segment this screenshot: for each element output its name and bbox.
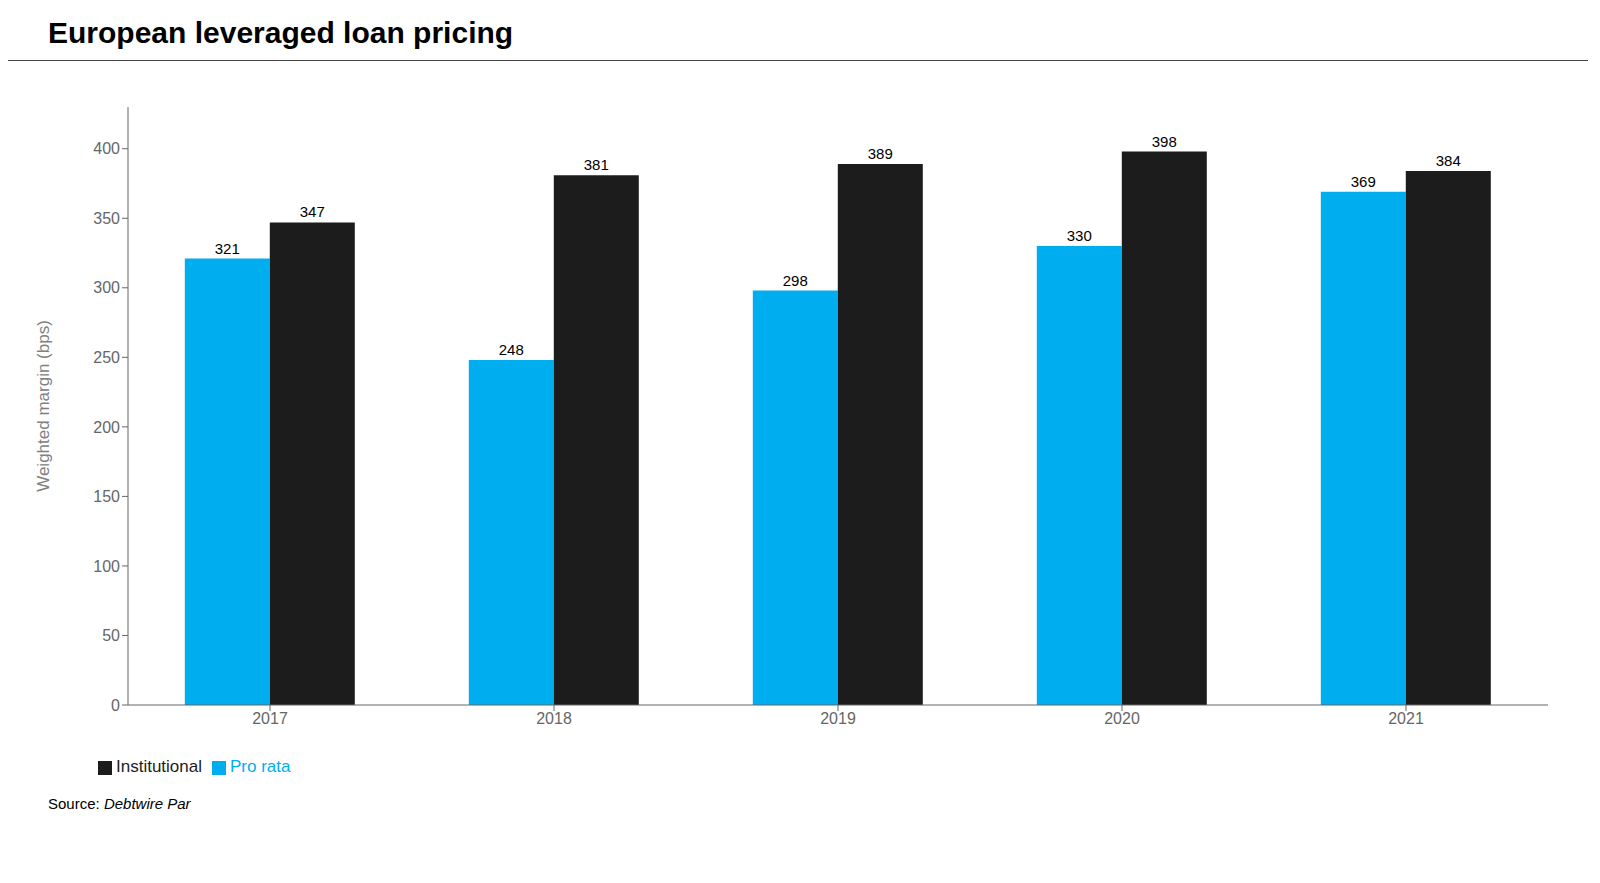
svg-text:250: 250 [93,349,120,366]
svg-text:400: 400 [93,140,120,157]
svg-text:321: 321 [215,240,240,257]
svg-text:398: 398 [1152,133,1177,150]
svg-text:350: 350 [93,210,120,227]
svg-text:369: 369 [1351,173,1376,190]
svg-text:150: 150 [93,488,120,505]
svg-text:347: 347 [300,203,325,220]
svg-text:300: 300 [93,279,120,296]
svg-text:50: 50 [102,627,120,644]
svg-text:100: 100 [93,558,120,575]
html-text:Pro rata: Pro rata [230,757,291,776]
html-text:European leveraged loan pricin: European leveraged loan pricing [48,16,514,49]
svg-text:248: 248 [499,341,524,358]
svg-text:330: 330 [1067,227,1092,244]
svg-text:2019: 2019 [820,710,856,727]
svg-text:2017: 2017 [252,710,288,727]
html-text:Source: Debtwire Par: Source: Debtwire Par [48,795,191,812]
svg-text:2021: 2021 [1388,710,1424,727]
svg-text:389: 389 [868,145,893,162]
svg-text:2020: 2020 [1104,710,1140,727]
svg-text:0: 0 [111,697,120,714]
html-text:Institutional: Institutional [116,757,202,776]
svg-text:384: 384 [1436,152,1461,169]
svg-text:381: 381 [584,156,609,173]
svg-text:Weighted margin (bps): Weighted margin (bps) [34,320,53,492]
svg-text:200: 200 [93,419,120,436]
svg-text:298: 298 [783,272,808,289]
svg-text:2018: 2018 [536,710,572,727]
